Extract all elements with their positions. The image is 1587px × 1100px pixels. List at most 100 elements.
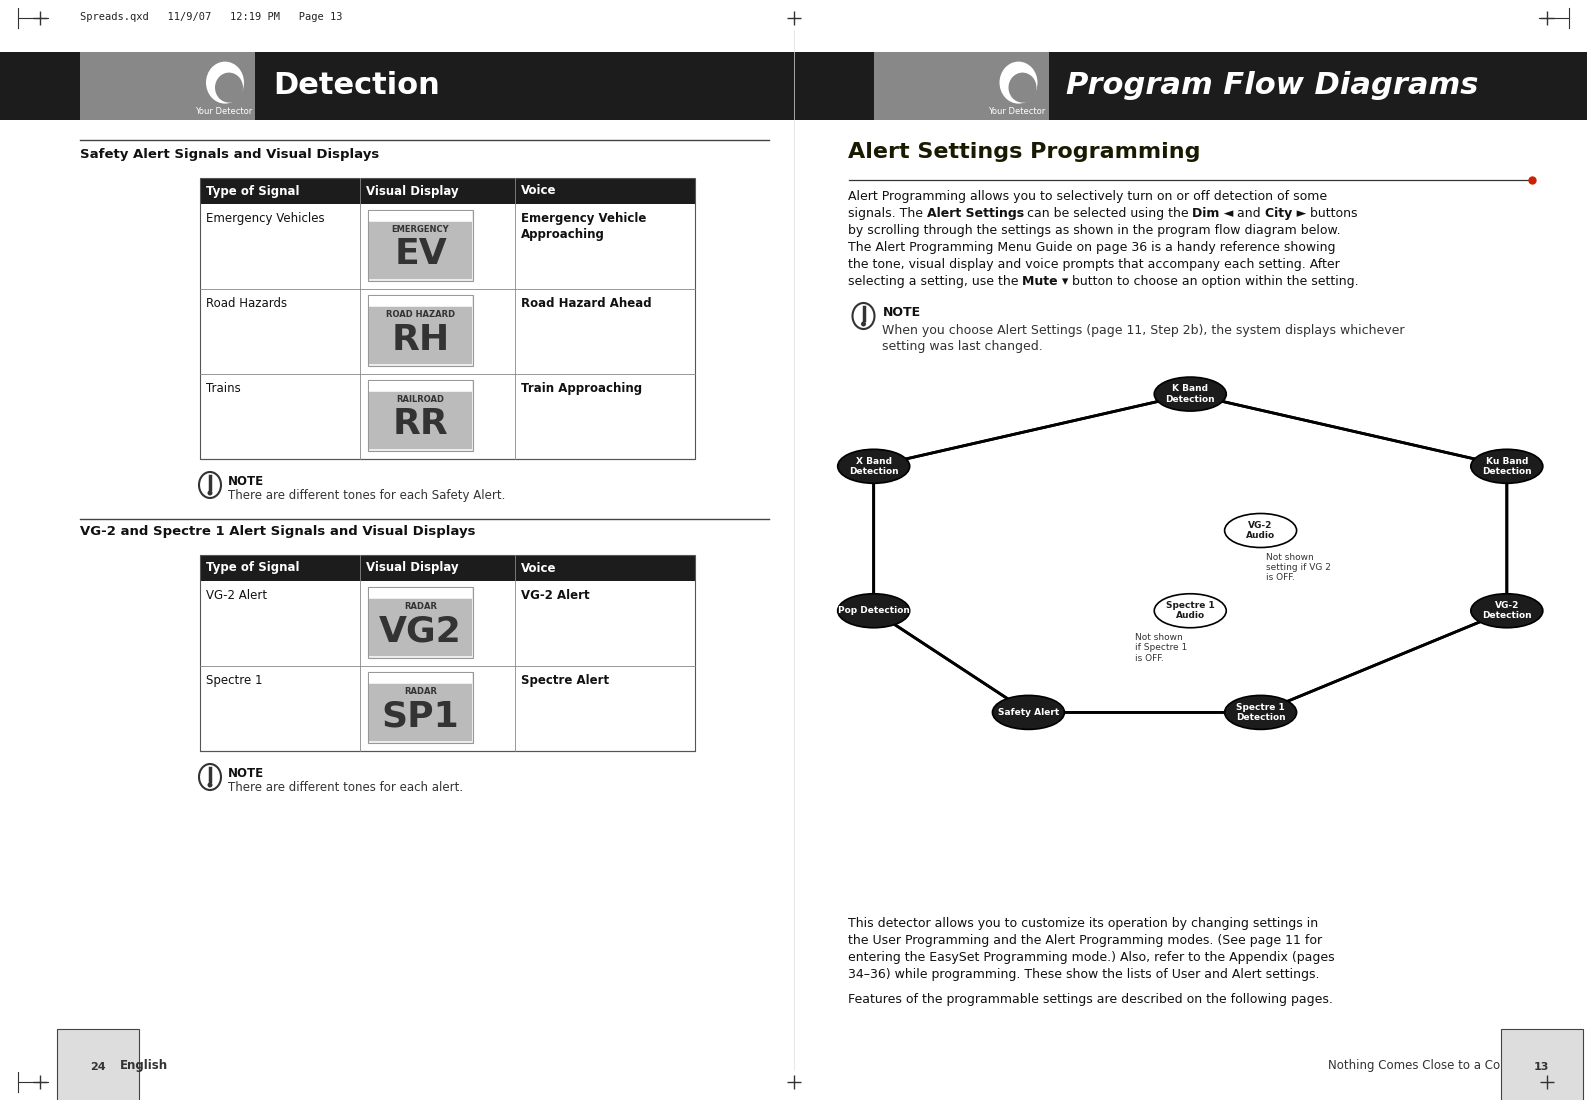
Circle shape	[208, 782, 213, 788]
Text: signals. The: signals. The	[849, 207, 927, 220]
FancyBboxPatch shape	[370, 296, 471, 306]
Text: Alert Settings: Alert Settings	[927, 207, 1024, 220]
FancyBboxPatch shape	[794, 52, 1587, 120]
Text: Spectre 1
Detection: Spectre 1 Detection	[1236, 703, 1285, 722]
Ellipse shape	[838, 449, 909, 483]
FancyBboxPatch shape	[200, 556, 695, 581]
Text: setting was last changed.: setting was last changed.	[882, 340, 1043, 353]
Text: RR: RR	[392, 407, 449, 441]
FancyBboxPatch shape	[368, 210, 473, 280]
FancyBboxPatch shape	[368, 379, 473, 451]
Ellipse shape	[206, 62, 244, 103]
Text: Approaching: Approaching	[521, 228, 605, 241]
Text: 13: 13	[1535, 1062, 1549, 1072]
Ellipse shape	[1225, 695, 1297, 729]
Text: SP1: SP1	[381, 700, 459, 734]
Text: There are different tones for each alert.: There are different tones for each alert…	[229, 781, 463, 794]
Text: Detection: Detection	[273, 72, 440, 100]
FancyBboxPatch shape	[370, 307, 471, 364]
Text: entering the EasySet Programming mode.) Also, refer to the Appendix (pages: entering the EasySet Programming mode.) …	[849, 952, 1335, 964]
Ellipse shape	[852, 302, 874, 329]
Ellipse shape	[198, 472, 221, 498]
FancyBboxPatch shape	[368, 587, 473, 658]
FancyBboxPatch shape	[79, 52, 256, 120]
FancyBboxPatch shape	[200, 178, 695, 204]
Ellipse shape	[214, 73, 243, 102]
Text: NOTE: NOTE	[882, 306, 920, 319]
FancyBboxPatch shape	[370, 392, 471, 449]
Text: Visual Display: Visual Display	[367, 561, 459, 574]
FancyBboxPatch shape	[370, 673, 471, 683]
Text: RAILROAD: RAILROAD	[397, 395, 444, 404]
FancyBboxPatch shape	[370, 381, 471, 390]
Ellipse shape	[1471, 594, 1543, 628]
Text: Program Flow Diagrams: Program Flow Diagrams	[1066, 72, 1479, 100]
Text: Road Hazard Ahead: Road Hazard Ahead	[521, 297, 652, 310]
Text: Emergency Vehicle: Emergency Vehicle	[521, 212, 646, 226]
FancyBboxPatch shape	[368, 672, 473, 743]
FancyBboxPatch shape	[873, 52, 1049, 120]
Ellipse shape	[1000, 62, 1038, 103]
Text: Nothing Comes Close to a Cobra®: Nothing Comes Close to a Cobra®	[1328, 1059, 1531, 1072]
Text: the User Programming and the Alert Programming modes. (See page 11 for: the User Programming and the Alert Progr…	[849, 934, 1322, 947]
Text: VG-2
Audio: VG-2 Audio	[1246, 520, 1276, 540]
Text: Features of the programmable settings are described on the following pages.: Features of the programmable settings ar…	[849, 993, 1333, 1007]
Circle shape	[862, 321, 867, 327]
Circle shape	[208, 491, 213, 495]
Text: VG-2 Alert: VG-2 Alert	[206, 588, 267, 602]
Text: Dim ◄: Dim ◄	[1192, 207, 1233, 220]
Text: selecting a setting, use the: selecting a setting, use the	[849, 275, 1024, 288]
Text: the tone, visual display and voice prompts that accompany each setting. After: the tone, visual display and voice promp…	[849, 258, 1341, 271]
Text: 24: 24	[90, 1062, 106, 1072]
Text: and: and	[1233, 207, 1265, 220]
Text: Not shown
if Spectre 1
is OFF.: Not shown if Spectre 1 is OFF.	[1135, 632, 1187, 662]
Text: VG-2
Detection: VG-2 Detection	[1482, 601, 1531, 620]
Text: RADAR: RADAR	[405, 688, 436, 696]
Text: Spectre 1: Spectre 1	[206, 674, 262, 688]
Text: Type of Signal: Type of Signal	[206, 561, 300, 574]
Text: RH: RH	[392, 322, 449, 356]
Text: Voice: Voice	[521, 185, 557, 198]
Text: When you choose Alert Settings (page 11, Step 2b), the system displays whichever: When you choose Alert Settings (page 11,…	[882, 324, 1404, 337]
Text: EMERGENCY: EMERGENCY	[392, 226, 449, 234]
Text: can be selected using the: can be selected using the	[1024, 207, 1193, 220]
Text: Ku Band
Detection: Ku Band Detection	[1482, 456, 1531, 476]
Text: Trains: Trains	[206, 382, 241, 395]
Ellipse shape	[1008, 73, 1036, 102]
Text: Your Detector: Your Detector	[195, 107, 252, 116]
Text: Type of Signal: Type of Signal	[206, 185, 300, 198]
Text: X Band
Detection: X Band Detection	[849, 456, 898, 476]
Ellipse shape	[1225, 514, 1297, 548]
FancyBboxPatch shape	[368, 295, 473, 366]
Text: NOTE: NOTE	[229, 767, 263, 780]
Text: by scrolling through the settings as shown in the program flow diagram below.: by scrolling through the settings as sho…	[849, 224, 1341, 236]
Text: This detector allows you to customize its operation by changing settings in: This detector allows you to customize it…	[849, 917, 1319, 930]
FancyBboxPatch shape	[370, 211, 471, 221]
Text: VG-2 Alert: VG-2 Alert	[521, 588, 590, 602]
Text: 34–36) while programming. These show the lists of User and Alert settings.: 34–36) while programming. These show the…	[849, 968, 1320, 981]
Text: button to choose an option within the setting.: button to choose an option within the se…	[1068, 275, 1358, 288]
Text: Voice: Voice	[521, 561, 557, 574]
Text: Emergency Vehicles: Emergency Vehicles	[206, 212, 325, 226]
Text: Safety Alert: Safety Alert	[998, 708, 1059, 717]
Text: K Band
Detection: K Band Detection	[1165, 384, 1216, 404]
Ellipse shape	[1154, 377, 1227, 411]
Text: The Alert Programming Menu Guide on page 36 is a handy reference showing: The Alert Programming Menu Guide on page…	[849, 241, 1336, 254]
Text: Spreads.qxd   11/9/07   12:19 PM   Page 13: Spreads.qxd 11/9/07 12:19 PM Page 13	[79, 12, 343, 22]
FancyBboxPatch shape	[0, 52, 794, 120]
Text: Pop Detection: Pop Detection	[838, 606, 909, 615]
Text: Alert Settings Programming: Alert Settings Programming	[849, 142, 1201, 162]
Ellipse shape	[992, 695, 1065, 729]
Text: EV: EV	[394, 238, 448, 272]
Text: Train Approaching: Train Approaching	[521, 382, 643, 395]
Text: NOTE: NOTE	[229, 475, 263, 488]
Text: ROAD HAZARD: ROAD HAZARD	[386, 310, 455, 319]
Ellipse shape	[1471, 449, 1543, 483]
Text: Your Detector: Your Detector	[989, 107, 1046, 116]
Text: VG2: VG2	[379, 615, 462, 649]
Text: Alert Programming allows you to selectively turn on or off detection of some: Alert Programming allows you to selectiv…	[849, 190, 1328, 204]
Text: Safety Alert Signals and Visual Displays: Safety Alert Signals and Visual Displays	[79, 148, 379, 161]
Text: buttons: buttons	[1306, 207, 1357, 220]
Text: Spectre 1
Audio: Spectre 1 Audio	[1166, 601, 1214, 620]
Text: English: English	[121, 1059, 168, 1072]
